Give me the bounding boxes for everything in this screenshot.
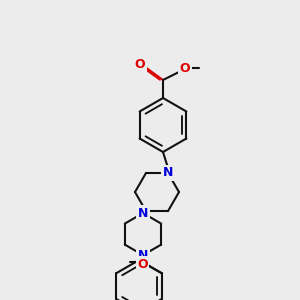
Text: N: N bbox=[138, 249, 148, 262]
Text: N: N bbox=[138, 207, 148, 220]
Text: O: O bbox=[180, 61, 190, 74]
Text: O: O bbox=[135, 58, 145, 71]
Text: O: O bbox=[137, 258, 148, 271]
Text: N: N bbox=[163, 167, 173, 179]
